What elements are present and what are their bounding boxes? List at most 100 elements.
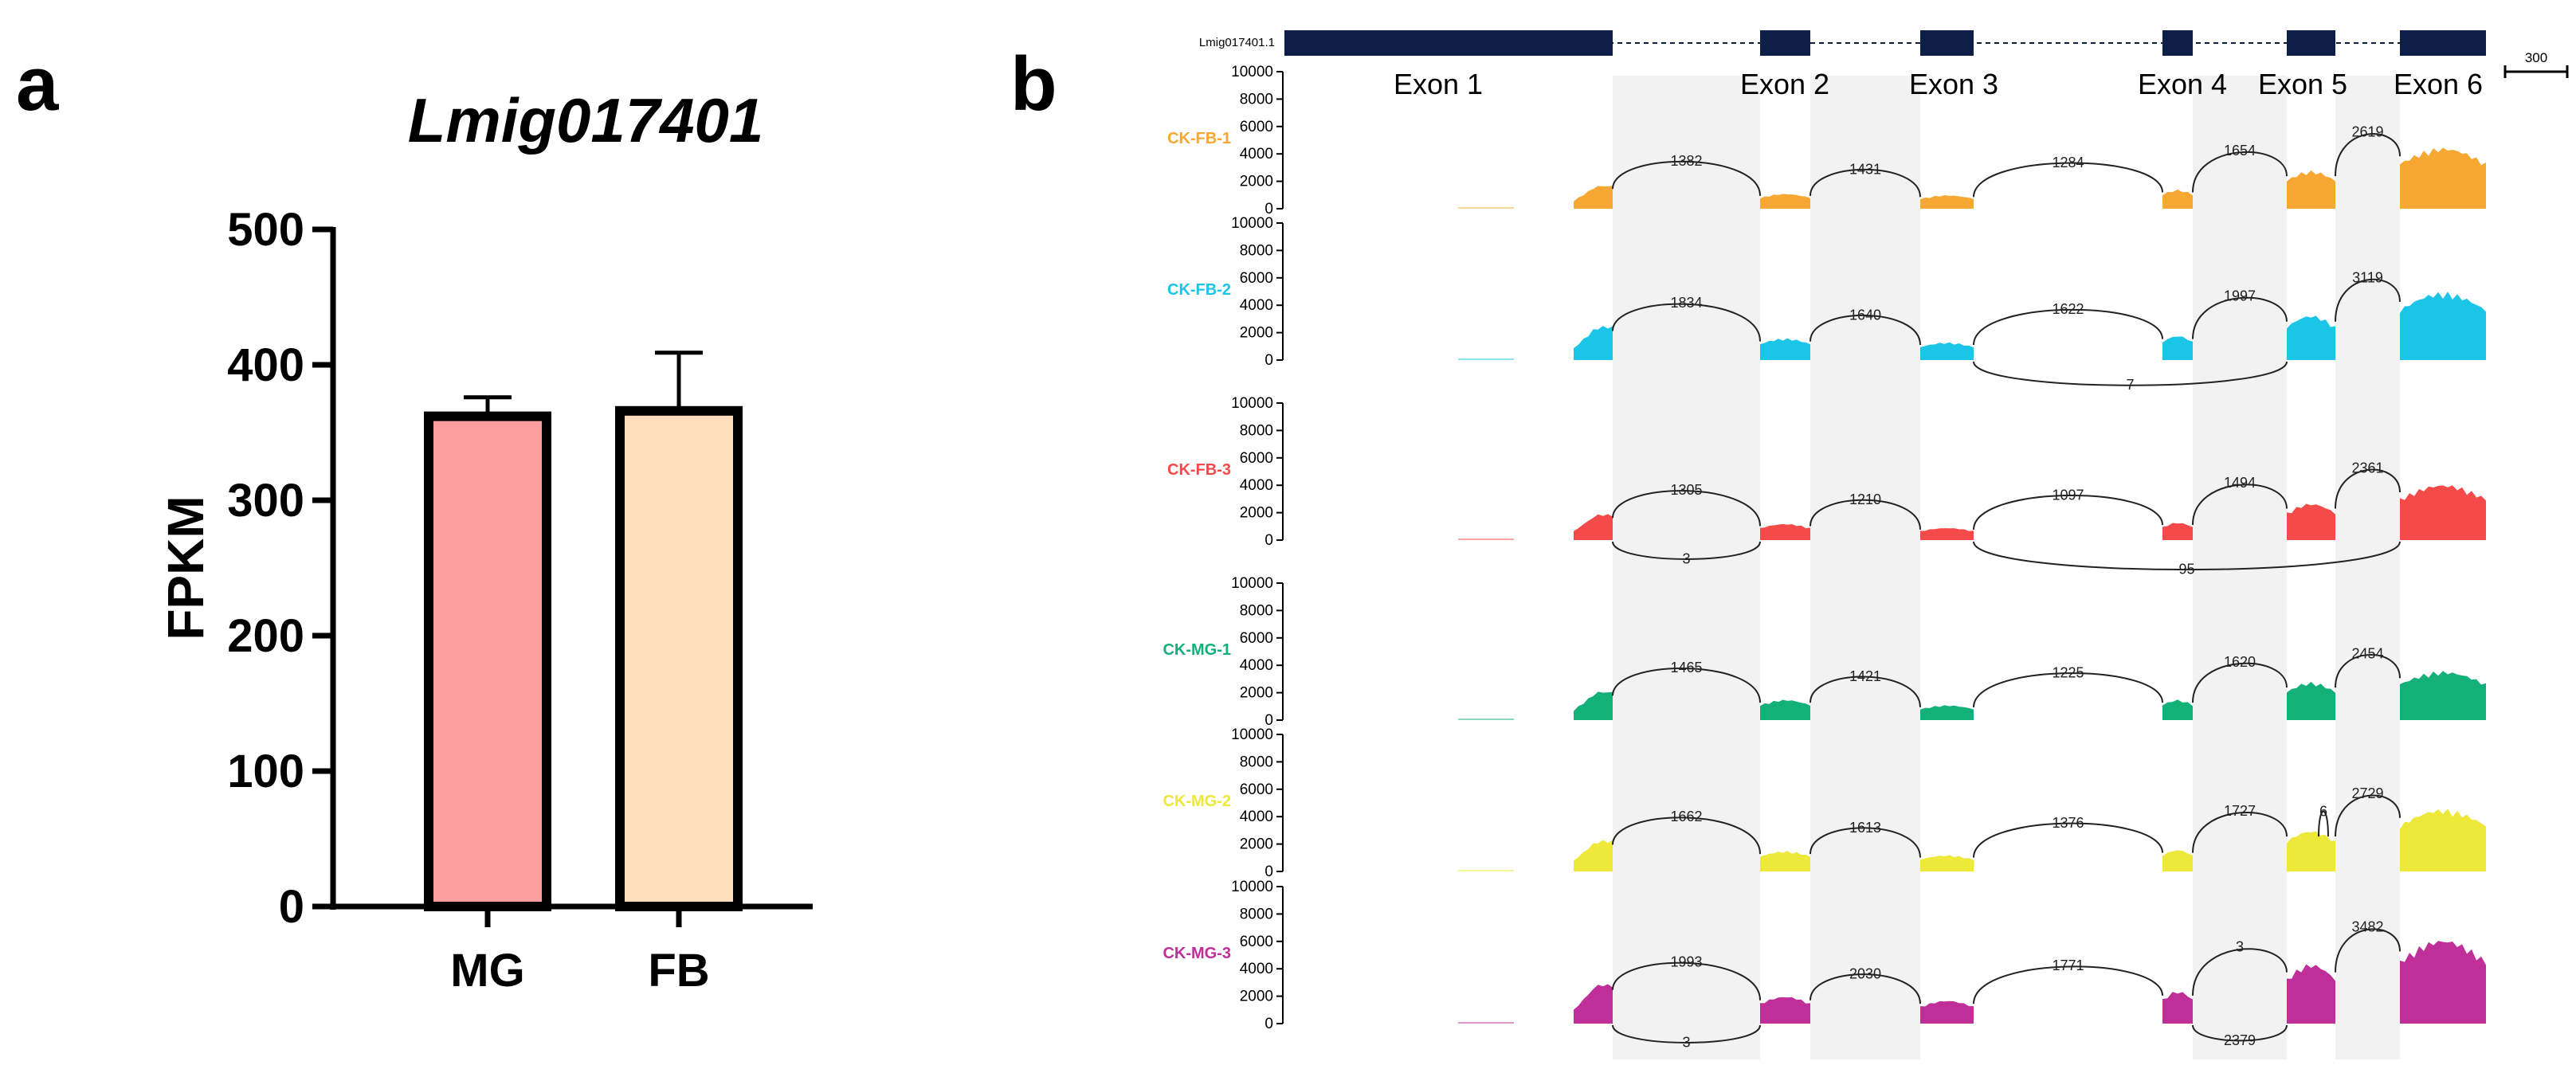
junction-count-label: 3119 <box>2352 269 2383 285</box>
coverage-area <box>2162 523 2193 540</box>
gene-exon-block <box>2162 30 2193 56</box>
track-ck-mg-2: 0 2000 4000 6000 8000 10000 CK-MG-2 1662 1613 137… <box>1163 726 2486 880</box>
junction-count-label: 1465 <box>1670 660 1702 675</box>
junction-arc <box>2192 296 2288 339</box>
scale-bar-label: 300 <box>2525 50 2547 65</box>
junction-count-label: 2379 <box>2224 1032 2256 1048</box>
junction-arc <box>1973 672 2163 707</box>
junction-arc <box>2192 1024 2288 1042</box>
bar-chart: Lmig017401 FPKM 0 100 200 300 400 500 MG FB <box>157 85 813 997</box>
junction-count-label: 95 <box>2178 562 2194 578</box>
gene-exon-block <box>1920 30 1974 56</box>
exon-label: Exon 1 <box>1394 68 1483 100</box>
gene-id-label: Lmig017401.1 <box>1199 36 1275 49</box>
junction-count-label: 1431 <box>1849 162 1881 178</box>
coverage-area <box>2162 850 2193 871</box>
coverage-area <box>1920 705 1974 720</box>
junction-arc <box>1973 308 2163 346</box>
track-y-tick-label: 8000 <box>1240 754 1273 770</box>
track-y-tick-label: 4000 <box>1240 809 1273 825</box>
junction-arc <box>1612 1024 1761 1044</box>
track-y-tick-label: 6000 <box>1240 934 1273 950</box>
junction-count-label: 1662 <box>1670 809 1702 824</box>
track-ck-mg-3: 0 2000 4000 6000 8000 10000 CK-MG-3 1993 2030 177… <box>1163 879 2486 1050</box>
junction-count-label: 2454 <box>2351 646 2383 662</box>
track-y-tick-label: 4000 <box>1240 297 1273 314</box>
junction-count-label: 1305 <box>1670 482 1702 498</box>
junction-arc <box>2192 484 2288 525</box>
coverage-area <box>2400 292 2486 360</box>
y-tick-label: 200 <box>227 610 304 662</box>
track-y-tick-label: 0 <box>1264 201 1273 217</box>
junction-count-label: 1993 <box>1670 953 1702 969</box>
coverage-area <box>2162 336 2193 360</box>
y-axis-label: FPKM <box>157 495 214 640</box>
coverage-area <box>2287 315 2335 360</box>
junction-count-label: 3 <box>1682 1034 1690 1050</box>
coverage-area <box>2162 992 2193 1024</box>
track-y-tick-label: 2000 <box>1240 685 1273 702</box>
track-y-tick-label: 2000 <box>1240 989 1273 1005</box>
sample-label: CK-FB-3 <box>1167 461 1231 479</box>
junction-count-label: 1654 <box>2224 143 2256 159</box>
track-ck-fb-2: 0 2000 4000 6000 8000 10000 CK-FB-2 1834 1640 162… <box>1167 215 2486 393</box>
junction-arc <box>2335 133 2401 177</box>
coverage-area <box>1760 338 1810 360</box>
junction-count-label: 1376 <box>2052 815 2084 831</box>
track-y-tick-label: 10000 <box>1231 879 1273 895</box>
track-y-tick-label: 8000 <box>1240 906 1273 922</box>
coverage-area <box>1920 528 1974 540</box>
junction-arc <box>2192 662 2288 703</box>
gene-exon-block <box>1284 30 1613 56</box>
coverage-area <box>1574 840 1613 871</box>
panel-a-letter: a <box>16 41 59 127</box>
track-y-tick-label: 0 <box>1264 863 1273 880</box>
junction-arc <box>1973 541 2401 571</box>
junction-count-label: 1284 <box>2052 155 2084 170</box>
junction-count-label: 1620 <box>2224 654 2256 670</box>
track-y-tick-label: 8000 <box>1240 242 1273 259</box>
junction-count-label: 1727 <box>2224 803 2256 819</box>
junction-count-label: 1382 <box>1670 153 1702 169</box>
junction-count-label: 7 <box>2126 377 2134 393</box>
junction-count-label: 1613 <box>1849 820 1881 836</box>
coverage-area <box>2400 485 2486 540</box>
sample-label: CK-MG-2 <box>1163 793 1231 810</box>
junction-count-label: 1834 <box>1670 295 1702 311</box>
junction-count-label: 1421 <box>1849 668 1881 684</box>
junction-arc <box>2318 810 2329 837</box>
track-y-tick-label: 4000 <box>1240 961 1273 977</box>
track-y-tick-label: 4000 <box>1240 657 1273 674</box>
junction-arc <box>1809 314 1921 346</box>
coverage-area <box>2287 681 2335 720</box>
coverage-area <box>1574 984 1613 1024</box>
sample-label: CK-FB-1 <box>1167 130 1231 147</box>
coverage-area <box>1920 855 1974 871</box>
sashimi-plot: Lmig017401.1 Exon 1 Exon 2 Exon 3 Exon 4 Exon… <box>1163 30 2569 1059</box>
junction-count-label: 2619 <box>2351 124 2383 140</box>
junction-arc <box>2192 948 2288 996</box>
track-y-tick-label: 0 <box>1264 532 1273 549</box>
junction-arc <box>1973 361 2288 386</box>
junction-count-label: 1225 <box>2052 664 2084 680</box>
coverage-area <box>1760 997 1810 1024</box>
junction-count-label: 2729 <box>2351 785 2383 801</box>
bar-fb <box>615 405 743 911</box>
coverage-area <box>1760 851 1810 871</box>
intron-shade <box>2335 76 2400 1059</box>
exon-label: Exon 3 <box>1909 68 1998 100</box>
track-y-tick-label: 4000 <box>1240 477 1273 494</box>
track-y-tick-label: 0 <box>1264 1016 1273 1032</box>
junction-count-label: 3482 <box>2351 919 2383 935</box>
junction-arc <box>1973 965 2163 1004</box>
junction-count-label: 1622 <box>2052 301 2084 317</box>
coverage-area <box>1920 342 1974 360</box>
junction-arc <box>1809 499 1921 530</box>
junction-arc <box>1973 162 2163 198</box>
track-y-tick-label: 8000 <box>1240 602 1273 619</box>
coverage-area <box>1574 691 1613 720</box>
junction-count-label: 1097 <box>2052 487 2084 503</box>
junction-arc <box>2335 928 2401 973</box>
junction-count-label: 3 <box>2236 938 2244 954</box>
junction-arc <box>1612 816 1761 855</box>
